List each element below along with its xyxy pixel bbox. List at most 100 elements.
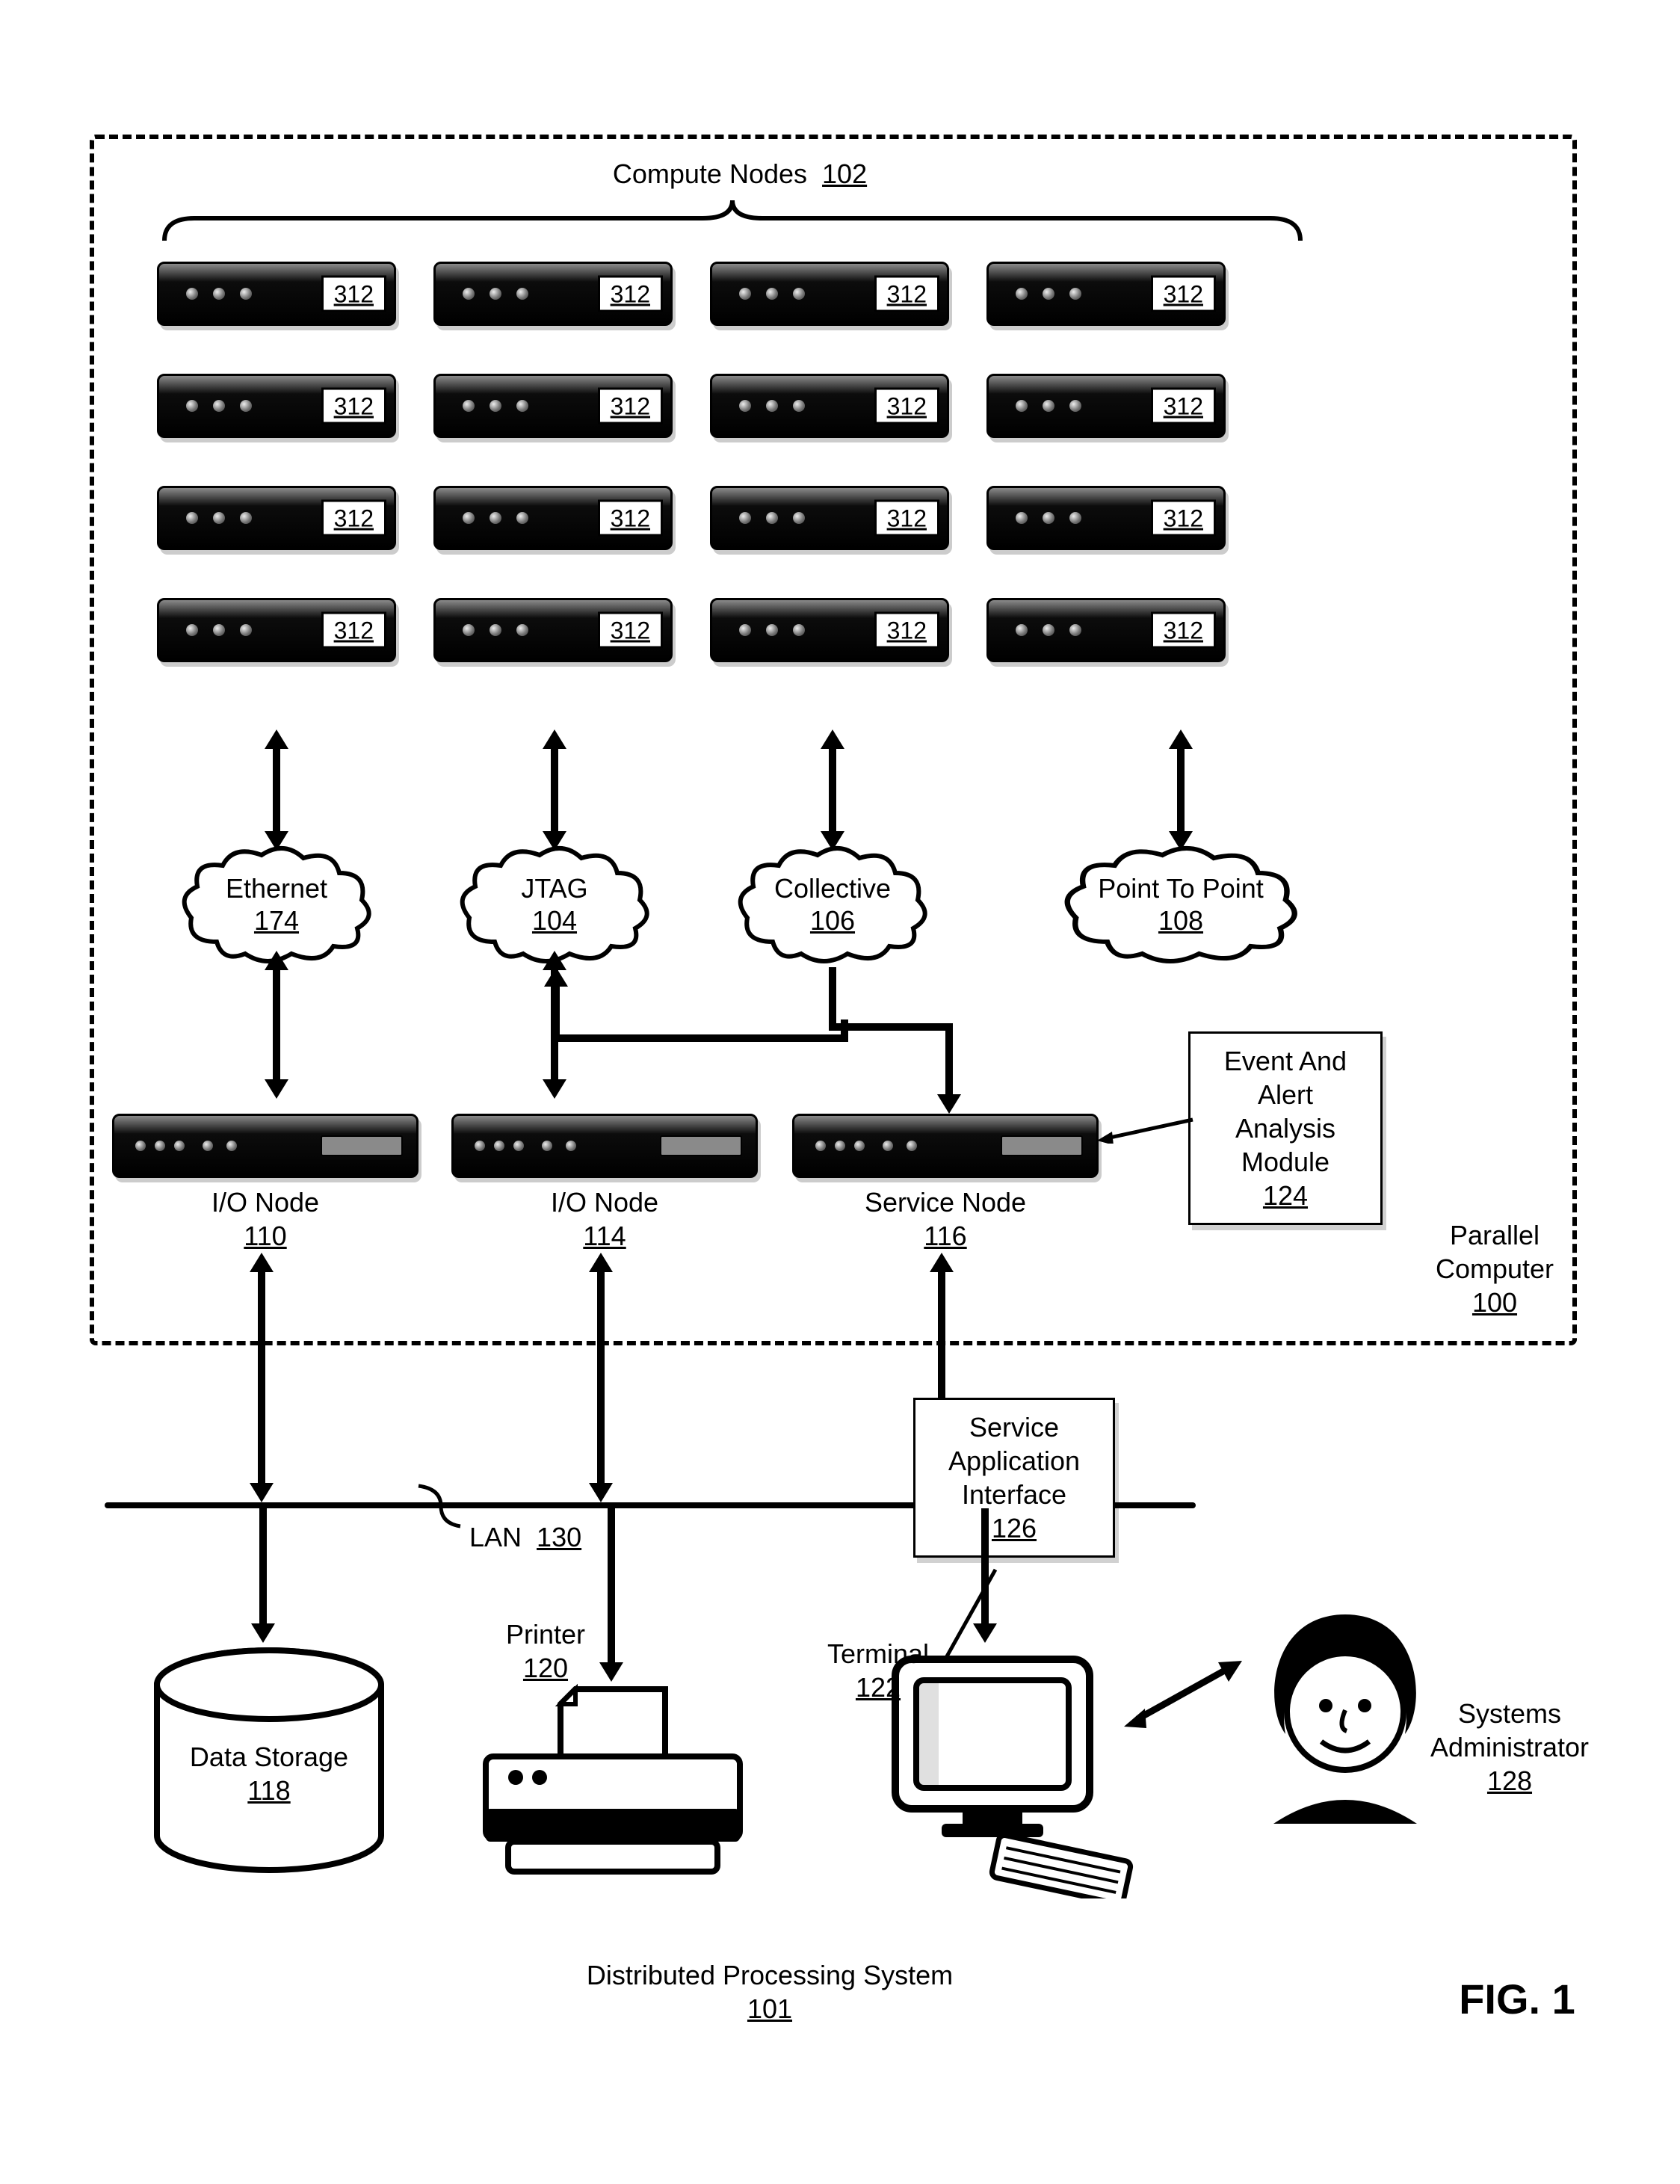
compute-node-badge: 312: [598, 612, 663, 649]
terminal-num: 122: [856, 1672, 901, 1703]
printer-icon: [471, 1682, 755, 1891]
compute-node-badge: 312: [874, 388, 939, 425]
service-label: Service Node116: [792, 1185, 1099, 1253]
compute-node: 312: [710, 486, 949, 550]
compute-node: 312: [986, 262, 1226, 326]
cloud-arrow-bottom: [273, 969, 280, 1081]
sai-line-1: Application: [929, 1444, 1099, 1478]
compute-nodes-brace: [149, 196, 1315, 248]
event-line-0: Event And: [1204, 1044, 1367, 1078]
compute-node: 312: [986, 486, 1226, 550]
compute-nodes-label: Compute Nodes: [613, 158, 807, 189]
compute-node-badge: 312: [1151, 612, 1216, 649]
compute-node-badge: 312: [1151, 388, 1216, 425]
network-cloud: Collective106: [735, 845, 930, 964]
compute-node-badge: 312: [321, 388, 386, 425]
data-storage-icon: Data Storage 118: [149, 1644, 389, 1884]
service-to-lan-arrow: [597, 1271, 605, 1484]
parallel-computer-label: Parallel Computer 100: [1420, 1218, 1569, 1319]
cloud-arrow-top: [551, 747, 558, 833]
service-to-lan-arrow: [258, 1271, 265, 1484]
compute-node-badge: 312: [874, 612, 939, 649]
jtag-to-services: [523, 967, 882, 1117]
service-box: [112, 1114, 419, 1178]
compute-node-badge: 312: [874, 500, 939, 537]
compute-nodes-title: Compute Nodes 102: [553, 157, 927, 191]
cloud-num: 104: [521, 904, 587, 937]
compute-node: 312: [986, 598, 1226, 662]
admin-label: Systems Administrator: [1430, 1698, 1589, 1762]
service-label: I/O Node110: [112, 1185, 419, 1253]
storage-num: 118: [247, 1775, 290, 1806]
service-label: I/O Node114: [451, 1185, 758, 1253]
sai-line-0: Service: [929, 1410, 1099, 1444]
storage-label: Data Storage: [190, 1742, 348, 1772]
sai-line-2: Interface: [929, 1478, 1099, 1511]
cloud-arrow-top: [829, 747, 836, 833]
compute-node: 312: [157, 486, 396, 550]
compute-node: 312: [433, 598, 673, 662]
network-cloud: Point To Point108: [1061, 845, 1300, 964]
service-box: [451, 1114, 758, 1178]
printer-label: Printer: [506, 1619, 585, 1650]
cloud-label: JTAG: [521, 872, 587, 904]
printer-label-block: Printer 120: [471, 1617, 620, 1685]
sai-num: 126: [929, 1511, 1099, 1545]
terminal-admin-arrow: [1120, 1652, 1247, 1742]
compute-node-badge: 312: [1151, 500, 1216, 537]
compute-nodes-num: 102: [822, 158, 867, 189]
compute-node: 312: [986, 374, 1226, 438]
cloud-label: Collective: [774, 872, 891, 904]
admin-num: 128: [1487, 1765, 1532, 1796]
event-line-1: Alert: [1204, 1078, 1367, 1111]
dps-num: 101: [747, 1993, 792, 2024]
compute-node-badge: 312: [598, 500, 663, 537]
compute-node-badge: 312: [598, 388, 663, 425]
parallel-num: 100: [1472, 1287, 1517, 1318]
dps-label: Distributed Processing System: [587, 1960, 953, 1990]
printer-num: 120: [523, 1653, 568, 1683]
compute-node: 312: [157, 598, 396, 662]
compute-node: 312: [433, 262, 673, 326]
compute-node-badge: 312: [1151, 276, 1216, 312]
figure-label: FIG. 1: [1420, 1973, 1614, 2026]
event-line-3: Module: [1204, 1145, 1367, 1179]
lan-text: LAN: [469, 1522, 522, 1552]
cloud-label: Point To Point: [1098, 872, 1263, 904]
cloud-arrow-top: [1177, 747, 1185, 833]
admin-label-block: Systems Administrator 128: [1398, 1697, 1622, 1798]
compute-node-badge: 312: [321, 276, 386, 312]
lan-to-device-arrow: [981, 1508, 989, 1625]
compute-node-badge: 312: [321, 612, 386, 649]
event-line-2: Analysis: [1204, 1111, 1367, 1145]
compute-node-badge: 312: [874, 276, 939, 312]
compute-node: 312: [710, 374, 949, 438]
compute-node-badge: 312: [321, 500, 386, 537]
sai-box: Service Application Interface 126: [913, 1398, 1115, 1558]
cloud-num: 174: [226, 904, 327, 937]
compute-node: 312: [433, 486, 673, 550]
lan-num: 130: [537, 1522, 581, 1552]
fig-text: FIG. 1: [1459, 1975, 1575, 2023]
network-cloud: Ethernet174: [179, 845, 374, 964]
compute-node: 312: [710, 262, 949, 326]
service-box: [792, 1114, 1099, 1178]
network-cloud: JTAG104: [457, 845, 652, 964]
event-num: 124: [1204, 1179, 1367, 1212]
parallel-label: Parallel Computer: [1436, 1220, 1554, 1284]
event-box-pointer: [1097, 1117, 1194, 1144]
cloud-label: Ethernet: [226, 872, 327, 904]
compute-node: 312: [157, 262, 396, 326]
cloud-num: 106: [774, 904, 891, 937]
lan-to-device-arrow: [259, 1508, 267, 1625]
event-alert-module-box: Event And Alert Analysis Module 124: [1188, 1031, 1383, 1225]
compute-node: 312: [710, 598, 949, 662]
terminal-label: Terminal: [827, 1638, 929, 1669]
compute-node-badge: 312: [598, 276, 663, 312]
compute-node: 312: [433, 374, 673, 438]
compute-node: 312: [157, 374, 396, 438]
cloud-arrow-top: [273, 747, 280, 833]
dps-footer: Distributed Processing System 101: [538, 1958, 1001, 2026]
terminal-label-block: Terminal 122: [800, 1637, 957, 1704]
lan-tick: [411, 1480, 463, 1532]
